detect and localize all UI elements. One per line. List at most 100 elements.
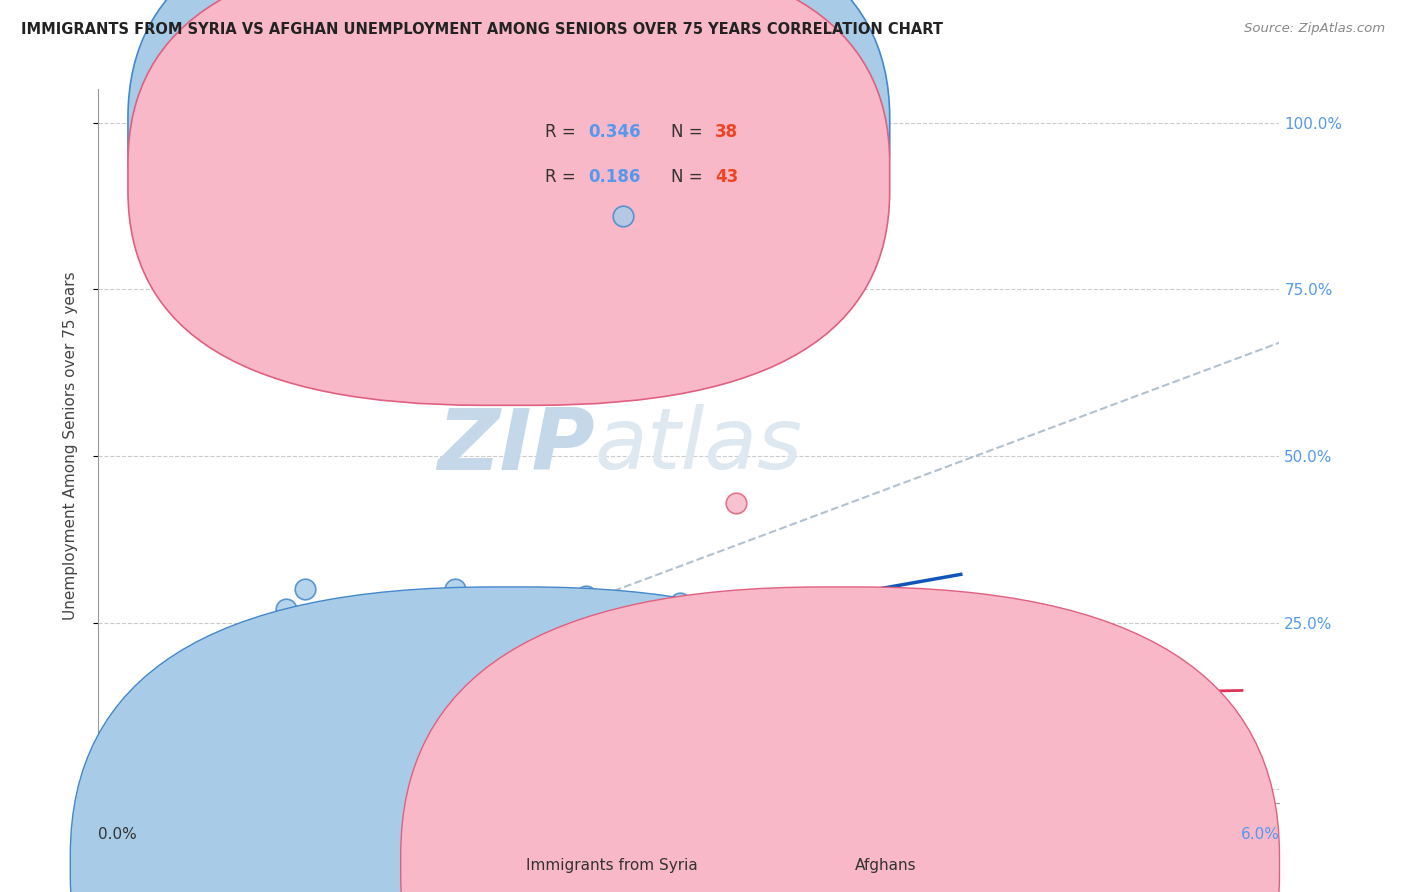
Point <box>762 656 785 670</box>
Point <box>143 723 166 737</box>
Y-axis label: Unemployment Among Seniors over 75 years: Unemployment Among Seniors over 75 years <box>63 272 77 620</box>
Point <box>238 689 260 703</box>
Text: 0.346: 0.346 <box>589 123 641 141</box>
Text: 43: 43 <box>714 168 738 186</box>
Text: atlas: atlas <box>595 404 803 488</box>
Point <box>153 736 176 750</box>
Point <box>668 596 690 610</box>
Point <box>912 669 935 683</box>
Point <box>762 723 785 737</box>
Point <box>1137 723 1160 737</box>
Point <box>724 496 747 510</box>
Point <box>387 709 409 723</box>
Point <box>1081 715 1104 730</box>
Point <box>181 729 204 743</box>
Point <box>575 729 598 743</box>
Text: N =: N = <box>671 123 709 141</box>
Point <box>162 696 184 710</box>
Point <box>218 689 240 703</box>
Point <box>134 736 156 750</box>
Point <box>200 689 222 703</box>
Point <box>294 729 316 743</box>
Point <box>125 742 148 756</box>
Point <box>350 715 373 730</box>
Text: R =: R = <box>546 123 581 141</box>
Point <box>218 682 240 697</box>
Point <box>463 682 485 697</box>
Point <box>312 669 335 683</box>
Point <box>612 209 634 223</box>
Point <box>294 582 316 597</box>
Point <box>143 709 166 723</box>
Point <box>1194 749 1216 764</box>
Point <box>120 756 142 770</box>
Point <box>162 715 184 730</box>
Text: 0.0%: 0.0% <box>98 827 138 841</box>
Point <box>238 675 260 690</box>
Point <box>575 589 598 603</box>
Point <box>519 662 541 676</box>
Point <box>330 649 353 664</box>
Text: Source: ZipAtlas.com: Source: ZipAtlas.com <box>1244 22 1385 36</box>
Point <box>125 749 148 764</box>
Point <box>125 736 148 750</box>
Point <box>200 696 222 710</box>
Point <box>128 749 150 764</box>
Point <box>200 709 222 723</box>
FancyBboxPatch shape <box>128 0 890 360</box>
Point <box>1043 662 1066 676</box>
Point <box>200 696 222 710</box>
Point <box>481 715 503 730</box>
Point <box>111 756 134 770</box>
Point <box>143 736 166 750</box>
Text: Immigrants from Syria: Immigrants from Syria <box>526 858 697 872</box>
Point <box>274 696 297 710</box>
Point <box>162 736 184 750</box>
Point <box>121 729 143 743</box>
Point <box>481 682 503 697</box>
Text: 38: 38 <box>714 123 738 141</box>
Point <box>134 715 156 730</box>
Point <box>312 649 335 664</box>
Point <box>115 749 138 764</box>
Point <box>181 689 204 703</box>
Point <box>443 582 465 597</box>
Text: R =: R = <box>546 168 581 186</box>
Point <box>274 602 297 616</box>
Text: IMMIGRANTS FROM SYRIA VS AFGHAN UNEMPLOYMENT AMONG SENIORS OVER 75 YEARS CORRELA: IMMIGRANTS FROM SYRIA VS AFGHAN UNEMPLOY… <box>21 22 943 37</box>
Point <box>256 723 278 737</box>
Point <box>443 723 465 737</box>
Point <box>818 675 841 690</box>
Point <box>111 736 134 750</box>
Text: ZIP: ZIP <box>437 404 595 488</box>
Point <box>519 669 541 683</box>
Text: 0.186: 0.186 <box>589 168 641 186</box>
Point <box>631 689 654 703</box>
Point <box>668 736 690 750</box>
Point <box>425 656 447 670</box>
Point <box>162 742 184 756</box>
Point <box>330 636 353 650</box>
Point <box>856 715 879 730</box>
Text: Afghans: Afghans <box>855 858 917 872</box>
Point <box>143 742 166 756</box>
Text: N =: N = <box>671 168 709 186</box>
Point <box>987 742 1010 756</box>
FancyBboxPatch shape <box>128 0 890 405</box>
Text: 6.0%: 6.0% <box>1240 827 1279 841</box>
Point <box>218 729 240 743</box>
Point <box>181 715 204 730</box>
FancyBboxPatch shape <box>464 103 842 196</box>
Point <box>368 642 391 657</box>
Point <box>856 709 879 723</box>
Point <box>406 623 429 637</box>
Point <box>134 742 156 756</box>
Point <box>143 749 166 764</box>
Point <box>406 662 429 676</box>
Point <box>125 723 148 737</box>
Point <box>256 662 278 676</box>
Point <box>218 696 240 710</box>
Point <box>115 742 138 756</box>
Point <box>181 723 204 737</box>
Point <box>368 649 391 664</box>
